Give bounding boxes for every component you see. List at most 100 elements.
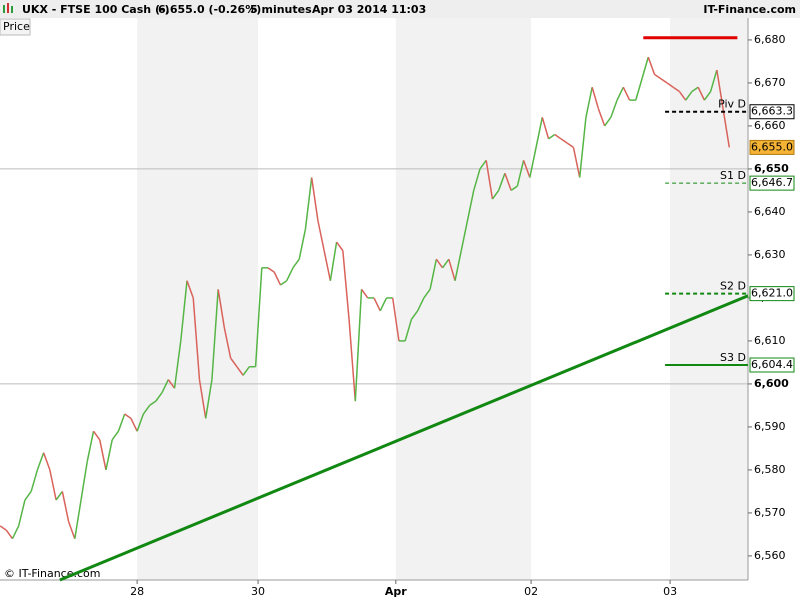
price-segment — [317, 220, 325, 251]
brand: IT-Finance.com — [703, 3, 796, 16]
y-tick-label: 6,600 — [754, 377, 789, 390]
price-segment — [24, 490, 32, 501]
price-segment — [49, 469, 57, 501]
x-tick-label: 02 — [524, 585, 538, 598]
price-segment — [516, 160, 525, 187]
price-segment — [610, 99, 618, 118]
price-segment — [373, 297, 381, 312]
price-segment — [391, 297, 400, 342]
price-segment — [635, 78, 643, 101]
level-price: 6,621.0 — [751, 287, 793, 300]
price-segment — [448, 259, 456, 281]
price-segment — [597, 108, 606, 127]
price-segment — [404, 319, 413, 342]
price-segment — [42, 452, 51, 471]
price-segment — [30, 469, 39, 492]
level-price: 6,604.4 — [751, 358, 793, 371]
price-segment — [292, 258, 300, 269]
datetime: Apr 03 2014 11:03 — [312, 3, 426, 16]
price-segment — [703, 91, 712, 101]
price-segment — [273, 271, 282, 286]
level-price: 6,663.3 — [751, 105, 793, 118]
price-segment — [429, 259, 438, 290]
price-segment — [67, 521, 76, 539]
price-segment — [622, 86, 631, 101]
price-segment — [697, 86, 706, 101]
price-segment — [360, 288, 369, 299]
watermark: © IT-Finance.com — [4, 567, 101, 580]
price-segment — [105, 439, 113, 471]
price-segment — [61, 491, 70, 522]
price-segment — [666, 82, 674, 88]
price-segment — [217, 289, 226, 329]
price-segment — [161, 379, 169, 393]
price-segment — [566, 142, 574, 149]
level-name: S1 D — [720, 169, 746, 182]
price-segment — [80, 461, 89, 501]
y-tick-label: 6,590 — [754, 420, 786, 433]
price-segment — [186, 280, 194, 299]
legend-label: Price — [3, 20, 30, 33]
x-tick-label: 28 — [130, 585, 144, 598]
price-segment — [548, 133, 556, 140]
price-segment — [173, 340, 182, 389]
symbol: UKX - FTSE 100 Cash (-) — [22, 3, 170, 16]
level-price-box — [749, 357, 795, 373]
price-segment — [117, 413, 126, 432]
price-segment — [541, 117, 550, 140]
header-bar — [0, 0, 800, 18]
price-segment — [286, 267, 294, 282]
price-segment — [267, 267, 275, 273]
price-segment — [379, 297, 388, 312]
x-tick-label: 03 — [663, 585, 677, 598]
price-segment — [435, 258, 444, 269]
price-segment — [604, 116, 612, 127]
y-tick-label: 6,660 — [754, 119, 786, 132]
price-segment — [74, 499, 82, 539]
price-segment — [98, 439, 107, 471]
x-tick-label: 30 — [251, 585, 265, 598]
level-price-box — [749, 104, 795, 120]
price-segment — [92, 430, 101, 441]
price-segment — [560, 138, 568, 144]
price-segment — [323, 250, 332, 281]
price-segment — [423, 288, 431, 299]
y-tick-label: 6,640 — [754, 205, 786, 218]
price-segment — [616, 86, 625, 101]
price-segment — [124, 413, 132, 419]
price-segment — [254, 267, 263, 367]
price-segment — [142, 404, 151, 415]
logo-icon — [3, 3, 13, 13]
y-tick-label: 6,650 — [754, 162, 789, 175]
price-segment — [211, 289, 219, 380]
price-segment — [654, 73, 662, 80]
price-segment — [672, 86, 680, 93]
quote: 6,655.0 (-0.26%) — [158, 3, 261, 16]
price-segment — [348, 319, 357, 402]
price-segment — [709, 69, 718, 92]
price-segment — [329, 241, 338, 281]
price-segment — [280, 280, 288, 286]
session-band — [395, 18, 532, 580]
price-segment — [678, 91, 687, 101]
price-segment — [335, 241, 344, 252]
session-band — [137, 18, 259, 580]
price-segment — [180, 280, 188, 342]
price-segment — [198, 379, 207, 419]
price-segment — [491, 189, 500, 200]
y-tick-label: 6,580 — [754, 463, 786, 476]
price-segment — [204, 379, 213, 419]
price-segment — [441, 258, 450, 269]
price-segment — [130, 417, 138, 432]
price-segment — [473, 168, 481, 191]
price-segment — [416, 297, 425, 312]
x-tick-label: Apr — [385, 585, 407, 598]
price-segment — [535, 117, 544, 148]
price-segment — [167, 379, 176, 389]
price-segment — [466, 190, 475, 221]
y-tick-label: 6,610 — [754, 334, 786, 347]
trendline — [59, 294, 749, 582]
price-segment — [504, 172, 512, 191]
price-segment — [479, 159, 487, 170]
